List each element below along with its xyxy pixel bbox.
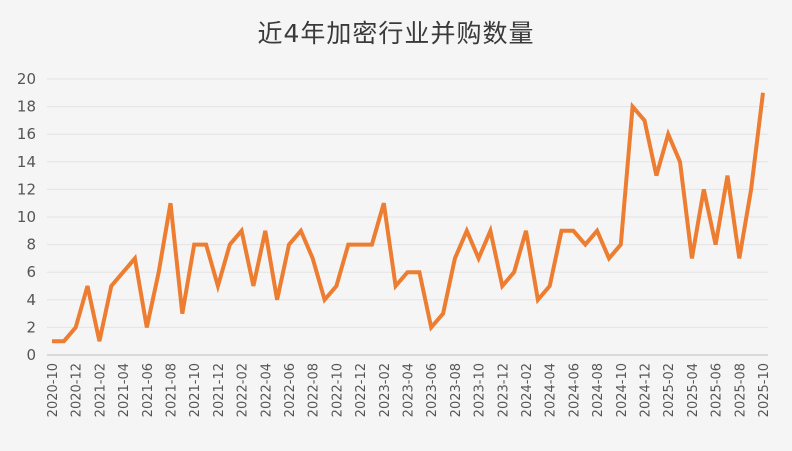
y-tick-label: 2 (26, 318, 36, 336)
x-tick-label: 2023-10 (473, 363, 488, 417)
x-tick-label: 2022-04 (259, 363, 274, 417)
x-tick-label: 2023-08 (449, 363, 464, 417)
x-tick-label: 2022-10 (330, 363, 345, 417)
x-tick-label: 2024-10 (615, 363, 630, 417)
x-axis-ticks: 2020-10 2020-12 2021-02 2021-04 2021-06 2021-… (46, 363, 772, 417)
chart-title: 近4年加密行业并购数量 (257, 19, 535, 48)
y-tick-label: 10 (17, 208, 36, 226)
y-tick-label: 16 (17, 125, 36, 143)
x-tick-label: 2023-12 (496, 363, 511, 417)
x-tick-label: 2021-02 (93, 363, 108, 417)
x-tick-label: 2023-04 (402, 363, 417, 417)
x-tick-label: 2025-06 (710, 363, 725, 417)
x-tick-label: 2024-08 (591, 363, 606, 417)
x-tick-label: 2024-06 (567, 363, 582, 417)
y-tick-label: 14 (17, 153, 36, 171)
x-tick-label: 2025-08 (733, 363, 748, 417)
x-tick-label: 2021-10 (188, 363, 203, 417)
x-tick-label: 2020-12 (70, 363, 85, 417)
x-tick-label: 2025-10 (757, 363, 772, 417)
y-tick-label: 4 (26, 291, 36, 309)
y-tick-label: 8 (26, 236, 36, 254)
x-tick-label: 2023-06 (425, 363, 440, 417)
y-axis-ticks: 0 2 4 6 8 10 12 14 16 18 20 (17, 70, 36, 364)
y-tick-label: 6 (26, 263, 36, 281)
x-tick-label: 2021-12 (212, 363, 227, 417)
x-tick-label: 2022-12 (354, 363, 369, 417)
x-tick-label: 2020-10 (46, 363, 61, 417)
gridlines (47, 78, 768, 356)
x-tick-label: 2023-02 (378, 363, 393, 417)
x-tick-label: 2025-02 (662, 363, 677, 417)
x-tick-label: 2024-04 (544, 363, 559, 417)
x-tick-label: 2022-02 (236, 363, 251, 417)
x-tick-label: 2021-08 (165, 363, 180, 417)
y-tick-label: 12 (17, 180, 36, 198)
x-tick-label: 2024-12 (639, 363, 654, 417)
data-line (52, 92, 765, 344)
x-tick-label: 2024-02 (520, 363, 535, 417)
x-tick-label: 2025-04 (686, 363, 701, 417)
x-tick-label: 2021-04 (117, 363, 132, 417)
y-tick-label: 0 (26, 346, 36, 364)
x-tick-label: 2022-08 (307, 363, 322, 417)
y-tick-label: 20 (17, 70, 36, 88)
y-tick-label: 18 (17, 98, 36, 116)
x-tick-label: 2021-06 (141, 363, 156, 417)
x-tick-label: 2022-06 (283, 363, 298, 417)
